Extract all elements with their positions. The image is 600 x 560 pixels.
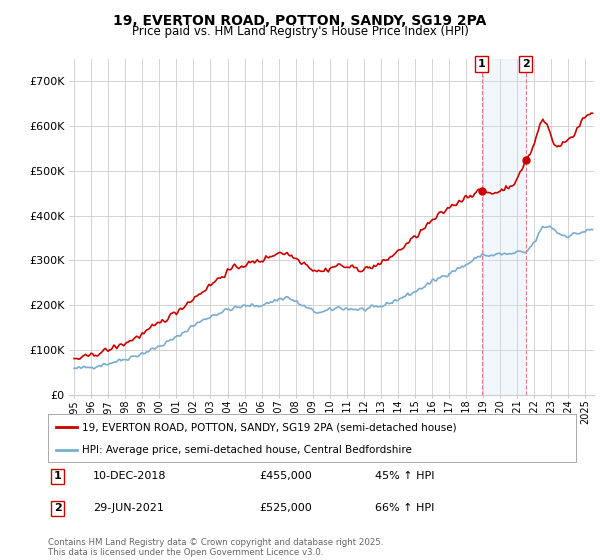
Text: HPI: Average price, semi-detached house, Central Bedfordshire: HPI: Average price, semi-detached house,… [82, 445, 412, 455]
Text: Contains HM Land Registry data © Crown copyright and database right 2025.
This d: Contains HM Land Registry data © Crown c… [48, 538, 383, 557]
Text: 29-JUN-2021: 29-JUN-2021 [93, 503, 164, 514]
Text: 1: 1 [478, 59, 486, 69]
Text: £525,000: £525,000 [259, 503, 312, 514]
Text: £455,000: £455,000 [259, 472, 312, 482]
Text: 66% ↑ HPI: 66% ↑ HPI [376, 503, 435, 514]
Text: Price paid vs. HM Land Registry's House Price Index (HPI): Price paid vs. HM Land Registry's House … [131, 25, 469, 38]
Text: 2: 2 [522, 59, 530, 69]
Bar [482, 59, 526, 395]
Text: 19, EVERTON ROAD, POTTON, SANDY, SG19 2PA (semi-detached house): 19, EVERTON ROAD, POTTON, SANDY, SG19 2P… [82, 422, 457, 432]
Text: 1: 1 [53, 472, 61, 482]
Text: 45% ↑ HPI: 45% ↑ HPI [376, 472, 435, 482]
Text: 10-DEC-2018: 10-DEC-2018 [93, 472, 166, 482]
Text: 2: 2 [53, 503, 61, 514]
Text: 19, EVERTON ROAD, POTTON, SANDY, SG19 2PA: 19, EVERTON ROAD, POTTON, SANDY, SG19 2P… [113, 14, 487, 28]
